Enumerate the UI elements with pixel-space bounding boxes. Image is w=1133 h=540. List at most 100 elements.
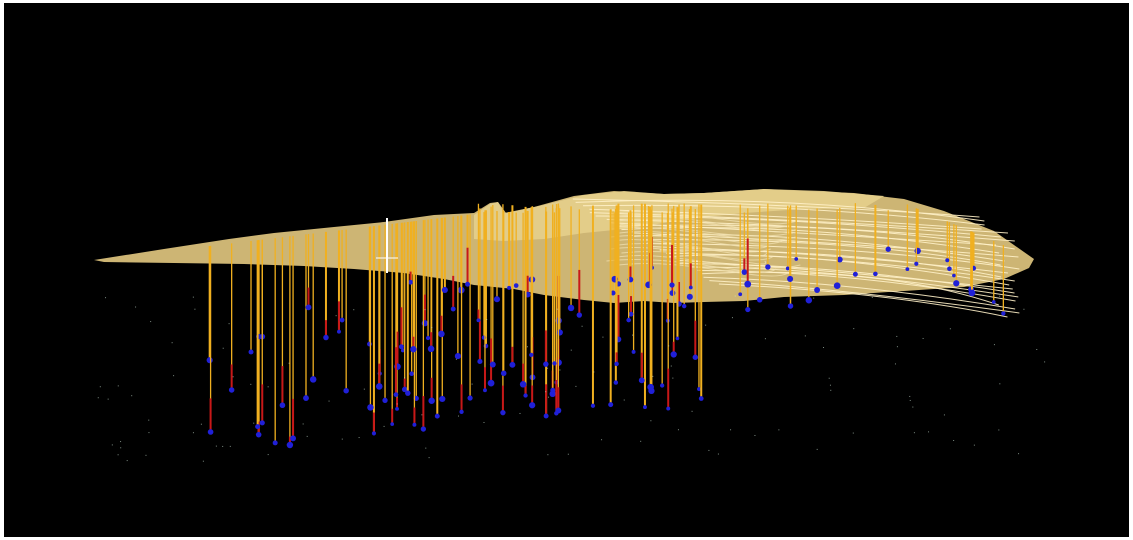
- scatter-point: [483, 421, 485, 423]
- drillhole: [576, 209, 583, 318]
- drillhole: [393, 223, 399, 397]
- 3d-viewport[interactable]: [4, 3, 1129, 537]
- scatter-point: [229, 445, 231, 447]
- drillhole-end-marker: [428, 397, 435, 404]
- drillhole: [1001, 245, 1006, 316]
- scatter-point: [222, 445, 224, 447]
- scatter-point: [1036, 349, 1038, 351]
- drillhole-end-marker: [405, 390, 411, 396]
- drillhole: [476, 203, 481, 323]
- drillhole-end-marker: [953, 280, 960, 287]
- drillhole-end-marker: [450, 306, 456, 312]
- scatter-point: [823, 347, 825, 349]
- drillhole-end-marker: [787, 275, 794, 282]
- scatter-point: [632, 334, 634, 336]
- drillhole: [550, 208, 556, 393]
- drillhole-end-marker: [608, 402, 614, 408]
- drillhole: [555, 203, 562, 414]
- scatter-point: [828, 377, 830, 379]
- drillhole: [670, 205, 677, 358]
- scatter-point: [909, 395, 911, 397]
- drillhole: [626, 212, 631, 323]
- scatter-point: [896, 335, 898, 337]
- drillhole-end-marker: [805, 297, 813, 304]
- scatter-point: [306, 435, 308, 437]
- drillhole-end-marker: [493, 296, 501, 303]
- scatter-point: [250, 383, 252, 385]
- drillhole-end-marker: [367, 341, 372, 347]
- drillhole: [523, 206, 528, 398]
- drillhole: [519, 212, 527, 388]
- scatter-point: [705, 324, 707, 326]
- drillhole: [459, 215, 464, 414]
- drillhole: [765, 203, 771, 270]
- scatter-point: [928, 431, 930, 433]
- scatter-point: [145, 454, 147, 456]
- scatter-point: [117, 454, 119, 456]
- drillhole-end-marker: [421, 320, 429, 327]
- drillhole-end-marker: [741, 269, 748, 275]
- drillhole: [787, 207, 794, 282]
- drillhole: [375, 225, 383, 390]
- drillhole-end-marker: [248, 349, 254, 355]
- contour-line: [611, 227, 797, 241]
- scatter-point: [999, 383, 1001, 385]
- drillhole-end-marker: [529, 352, 534, 358]
- scatter-point: [97, 397, 99, 399]
- scene-canvas[interactable]: [4, 3, 1129, 537]
- drillhole-end-marker: [339, 317, 345, 323]
- drillhole: [425, 219, 431, 341]
- scatter-point: [717, 453, 719, 455]
- scatter-point: [998, 429, 1000, 431]
- drillhole: [608, 209, 614, 408]
- drillhole-end-marker: [286, 441, 294, 449]
- scatter-point: [754, 434, 756, 436]
- drillhole-end-marker: [477, 358, 483, 365]
- drillhole-end-marker: [309, 376, 317, 383]
- scatter-point: [215, 445, 217, 447]
- drillhole-end-marker: [698, 396, 704, 401]
- drillhole-end-marker: [425, 335, 431, 341]
- drillhole: [529, 206, 536, 409]
- drillhole-end-marker: [814, 287, 821, 293]
- drillhole: [228, 243, 235, 393]
- drillhole: [454, 215, 461, 360]
- scatter-point: [404, 377, 406, 379]
- drillhole: [785, 205, 790, 271]
- drillhole-end-marker: [207, 429, 214, 435]
- drillhole-end-marker: [467, 395, 473, 401]
- drillhole-end-marker: [371, 431, 377, 436]
- drillhole-end-marker: [367, 404, 374, 411]
- drillhole-end-marker: [523, 393, 528, 398]
- scatter-point: [953, 440, 955, 442]
- drillhole: [405, 222, 411, 396]
- drillhole-end-marker: [852, 271, 858, 277]
- scatter-point: [341, 438, 343, 440]
- drillhole-end-marker: [626, 317, 631, 323]
- drillhole: [367, 226, 374, 411]
- contour-line: [646, 242, 1020, 270]
- scatter-point: [816, 448, 818, 450]
- drillhole: [692, 209, 699, 360]
- drillhole-end-marker: [259, 420, 265, 426]
- scatter-point: [730, 429, 732, 431]
- scatter-point: [575, 385, 577, 387]
- drillhole-end-marker: [459, 409, 464, 414]
- scatter-point: [640, 440, 642, 442]
- drillhole-end-marker: [412, 422, 417, 427]
- scatter-point: [567, 453, 569, 455]
- drillhole-end-marker: [483, 388, 487, 393]
- drillhole: [947, 222, 952, 272]
- scatter-point: [288, 362, 290, 364]
- scatter-point: [267, 386, 269, 388]
- drillhole: [382, 224, 388, 404]
- drillhole-end-marker: [686, 293, 693, 300]
- scatter-point: [949, 328, 951, 330]
- drillhole-end-marker: [487, 379, 495, 387]
- scatter-point: [126, 460, 128, 462]
- drillhole-end-marker: [576, 312, 583, 318]
- drillhole-end-marker: [343, 387, 349, 394]
- scatter-point: [993, 344, 995, 346]
- scatter-point: [192, 296, 194, 298]
- scatter-point: [425, 447, 427, 449]
